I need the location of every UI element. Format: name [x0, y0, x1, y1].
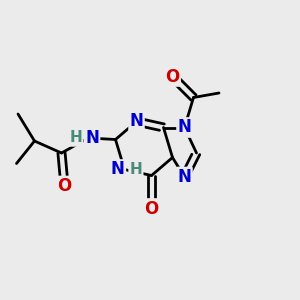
Text: H: H	[70, 130, 82, 146]
Text: N: N	[111, 160, 125, 178]
Text: N: N	[178, 168, 191, 186]
Text: O: O	[165, 68, 180, 85]
Text: N: N	[130, 112, 143, 130]
Text: O: O	[57, 177, 72, 195]
Text: N: N	[178, 118, 191, 136]
Text: N: N	[85, 129, 99, 147]
Text: O: O	[144, 200, 159, 217]
Text: H: H	[130, 162, 142, 177]
